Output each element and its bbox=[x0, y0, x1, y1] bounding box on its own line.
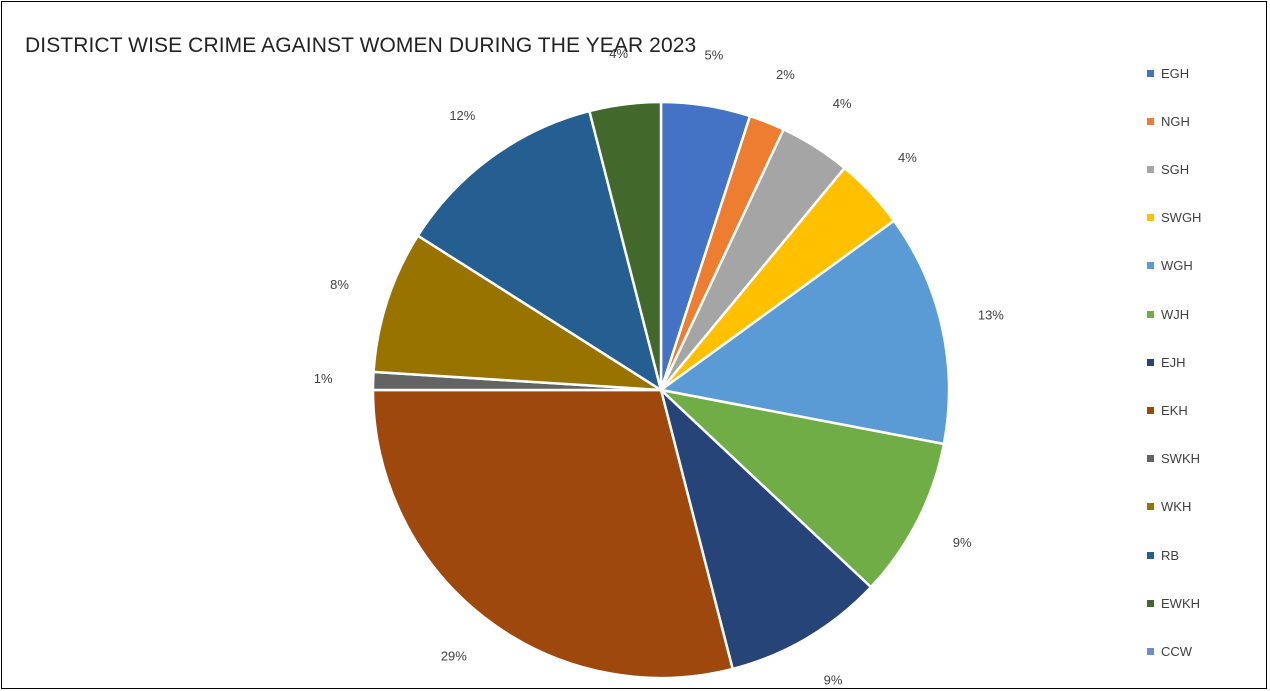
legend-label: EKH bbox=[1161, 402, 1188, 418]
pie-slice-wgh bbox=[659, 219, 951, 446]
legend-label: EWKH bbox=[1161, 595, 1200, 611]
legend-label: SWKH bbox=[1161, 451, 1200, 467]
legend-swatch bbox=[1147, 310, 1154, 318]
legend-label: EGH bbox=[1161, 65, 1190, 81]
legend-item-rb: RB bbox=[1147, 546, 1179, 564]
data-label-egh: 5% bbox=[704, 48, 723, 63]
data-label-swgh: 4% bbox=[898, 150, 917, 165]
data-label-ekh: 29% bbox=[441, 649, 467, 664]
legend-swatch bbox=[1147, 117, 1154, 125]
data-label-ejh: 9% bbox=[824, 672, 843, 687]
legend-swatch bbox=[1147, 69, 1154, 77]
legend-swatch bbox=[1147, 647, 1154, 655]
pie-data-labels: 5% 2% 4% 4% 13% 9% 9% 29% 1% 8% 12% 4% bbox=[314, 46, 1005, 687]
legend-swatch bbox=[1147, 599, 1154, 607]
legend-label: EJH bbox=[1161, 354, 1186, 370]
legend-item-wkh: WKH bbox=[1147, 498, 1191, 516]
data-label-swkh: 1% bbox=[314, 371, 333, 386]
legend-swatch bbox=[1147, 503, 1154, 511]
legend-swatch bbox=[1147, 165, 1154, 173]
legend-swatch bbox=[1147, 455, 1154, 463]
legend-label: NGH bbox=[1161, 113, 1190, 129]
pie-slices bbox=[371, 100, 951, 680]
legend-label: CCW bbox=[1161, 643, 1193, 659]
legend-item-ccw: CCW bbox=[1147, 642, 1192, 660]
legend-label: WKH bbox=[1161, 499, 1192, 515]
legend-swatch bbox=[1147, 358, 1154, 366]
pie-slice-rb bbox=[416, 109, 663, 392]
legend-item-swgh: SWGH bbox=[1147, 209, 1201, 227]
legend-label: SGH bbox=[1161, 161, 1190, 177]
data-label-wgh: 13% bbox=[978, 308, 1004, 323]
pie-slice-ewkh bbox=[588, 100, 663, 392]
pie-slice-ekh bbox=[371, 388, 734, 680]
legend-swatch bbox=[1147, 551, 1154, 559]
legend-label: WGH bbox=[1161, 258, 1193, 274]
legend-item-ewkh: EWKH bbox=[1147, 594, 1200, 612]
legend-item-sgh: SGH bbox=[1147, 160, 1189, 178]
data-label-wkh: 8% bbox=[330, 277, 349, 292]
legend-item-wjh: WJH bbox=[1147, 305, 1189, 323]
data-label-rb: 12% bbox=[449, 108, 475, 123]
data-label-ngh: 2% bbox=[776, 67, 795, 82]
pie-slice-wkh bbox=[372, 234, 663, 392]
chart-title: DISTRICT WISE CRIME AGAINST WOMEN DURING… bbox=[25, 34, 697, 57]
legend-swatch bbox=[1147, 262, 1154, 270]
pie-slice-wjh bbox=[659, 388, 946, 589]
legend-item-ekh: EKH bbox=[1147, 401, 1188, 419]
legend-item-wgh: WGH bbox=[1147, 257, 1193, 275]
legend-swatch bbox=[1147, 406, 1154, 414]
legend-item-ngh: NGH bbox=[1147, 112, 1190, 130]
legend-item-egh: EGH bbox=[1147, 64, 1189, 82]
data-label-ewkh: 4% bbox=[609, 46, 628, 61]
legend-item-ejh: EJH bbox=[1147, 353, 1186, 371]
legend-item-swkh: SWKH bbox=[1147, 450, 1200, 468]
legend-label: WJH bbox=[1161, 306, 1190, 322]
pie-slice-ejh bbox=[659, 388, 873, 671]
data-label-wjh: 9% bbox=[953, 535, 972, 550]
legend-label: RB bbox=[1161, 547, 1180, 563]
legend-swatch bbox=[1147, 214, 1154, 222]
data-label-sgh: 4% bbox=[833, 96, 852, 111]
legend-label: SWGH bbox=[1161, 210, 1202, 226]
